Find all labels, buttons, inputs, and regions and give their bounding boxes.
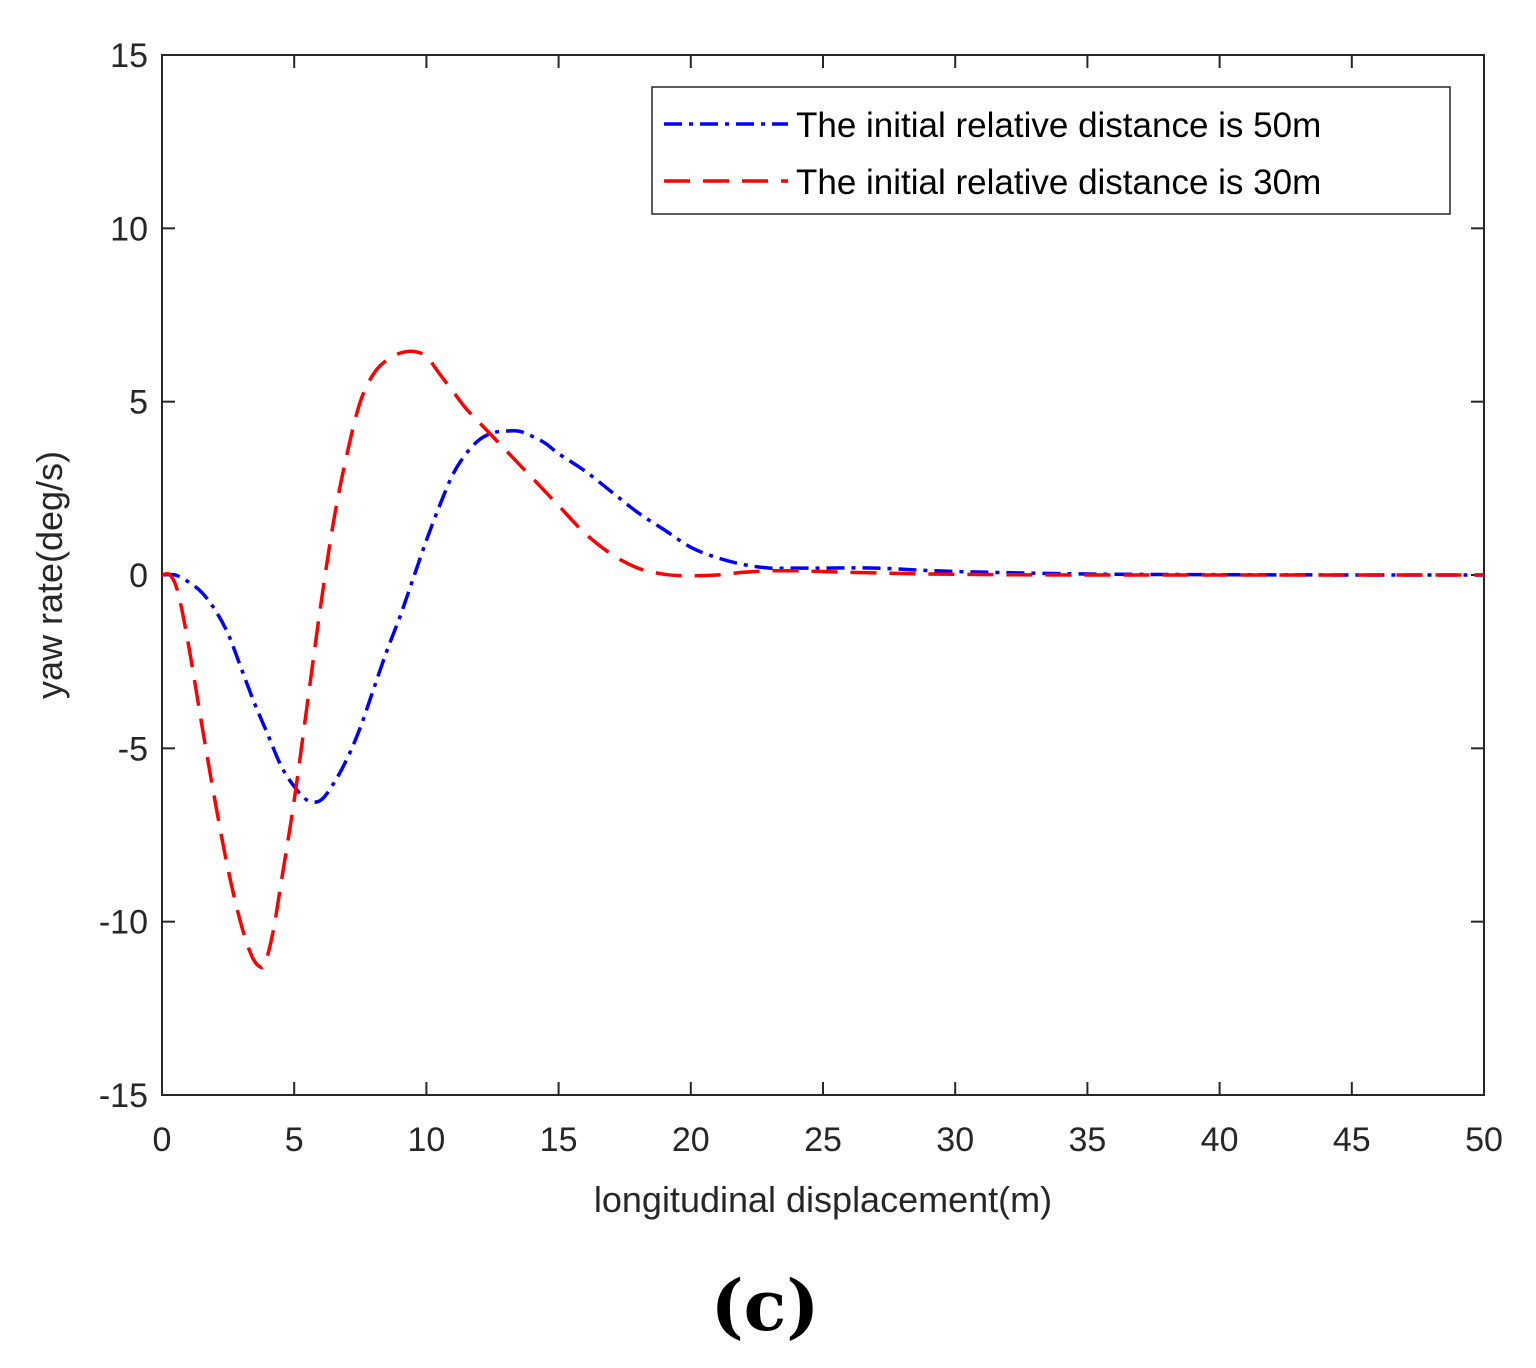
y-tick-label: -10 <box>99 904 148 942</box>
legend: The initial relative distance is 50m The… <box>651 86 1451 215</box>
x-tick-label: 0 <box>153 1121 172 1159</box>
axis-ticks <box>161 54 1485 1096</box>
panel-label: (c) <box>711 1264 820 1347</box>
x-axis-label: longitudinal displacement(m) <box>594 1179 1052 1220</box>
legend-box <box>651 86 1451 215</box>
x-tick-label: 25 <box>804 1121 842 1159</box>
y-tick-labels: -15 -10 -5 0 5 10 15 <box>99 37 148 1115</box>
x-tick-label: 45 <box>1333 1121 1371 1159</box>
series-lines <box>161 349 1485 970</box>
y-tick-label: -5 <box>118 730 148 768</box>
x-tick-label: 10 <box>407 1121 445 1159</box>
y-tick-label: 15 <box>110 37 148 75</box>
x-tick-label: 30 <box>936 1121 974 1159</box>
x-tick-label: 50 <box>1465 1121 1503 1159</box>
y-tick-label: 0 <box>129 557 148 595</box>
y-tick-label: -15 <box>99 1077 148 1115</box>
x-tick-labels: 0 5 10 15 20 25 30 35 40 45 50 <box>153 1121 1503 1159</box>
x-tick-label: 40 <box>1201 1121 1239 1159</box>
y-tick-label: 10 <box>110 210 148 248</box>
legend-label-series-30m: The initial relative distance is 30m <box>796 163 1321 202</box>
y-tick-label: 5 <box>129 384 148 422</box>
x-tick-label: 35 <box>1068 1121 1106 1159</box>
series-line-50m <box>161 428 1485 804</box>
x-tick-label: 5 <box>285 1121 304 1159</box>
x-tick-label: 20 <box>672 1121 710 1159</box>
legend-label-series-50m: The initial relative distance is 50m <box>796 106 1321 145</box>
series-line-30m <box>161 349 1484 970</box>
x-tick-label: 15 <box>540 1121 578 1159</box>
y-axis-label: yaw rate(deg/s) <box>29 451 70 699</box>
